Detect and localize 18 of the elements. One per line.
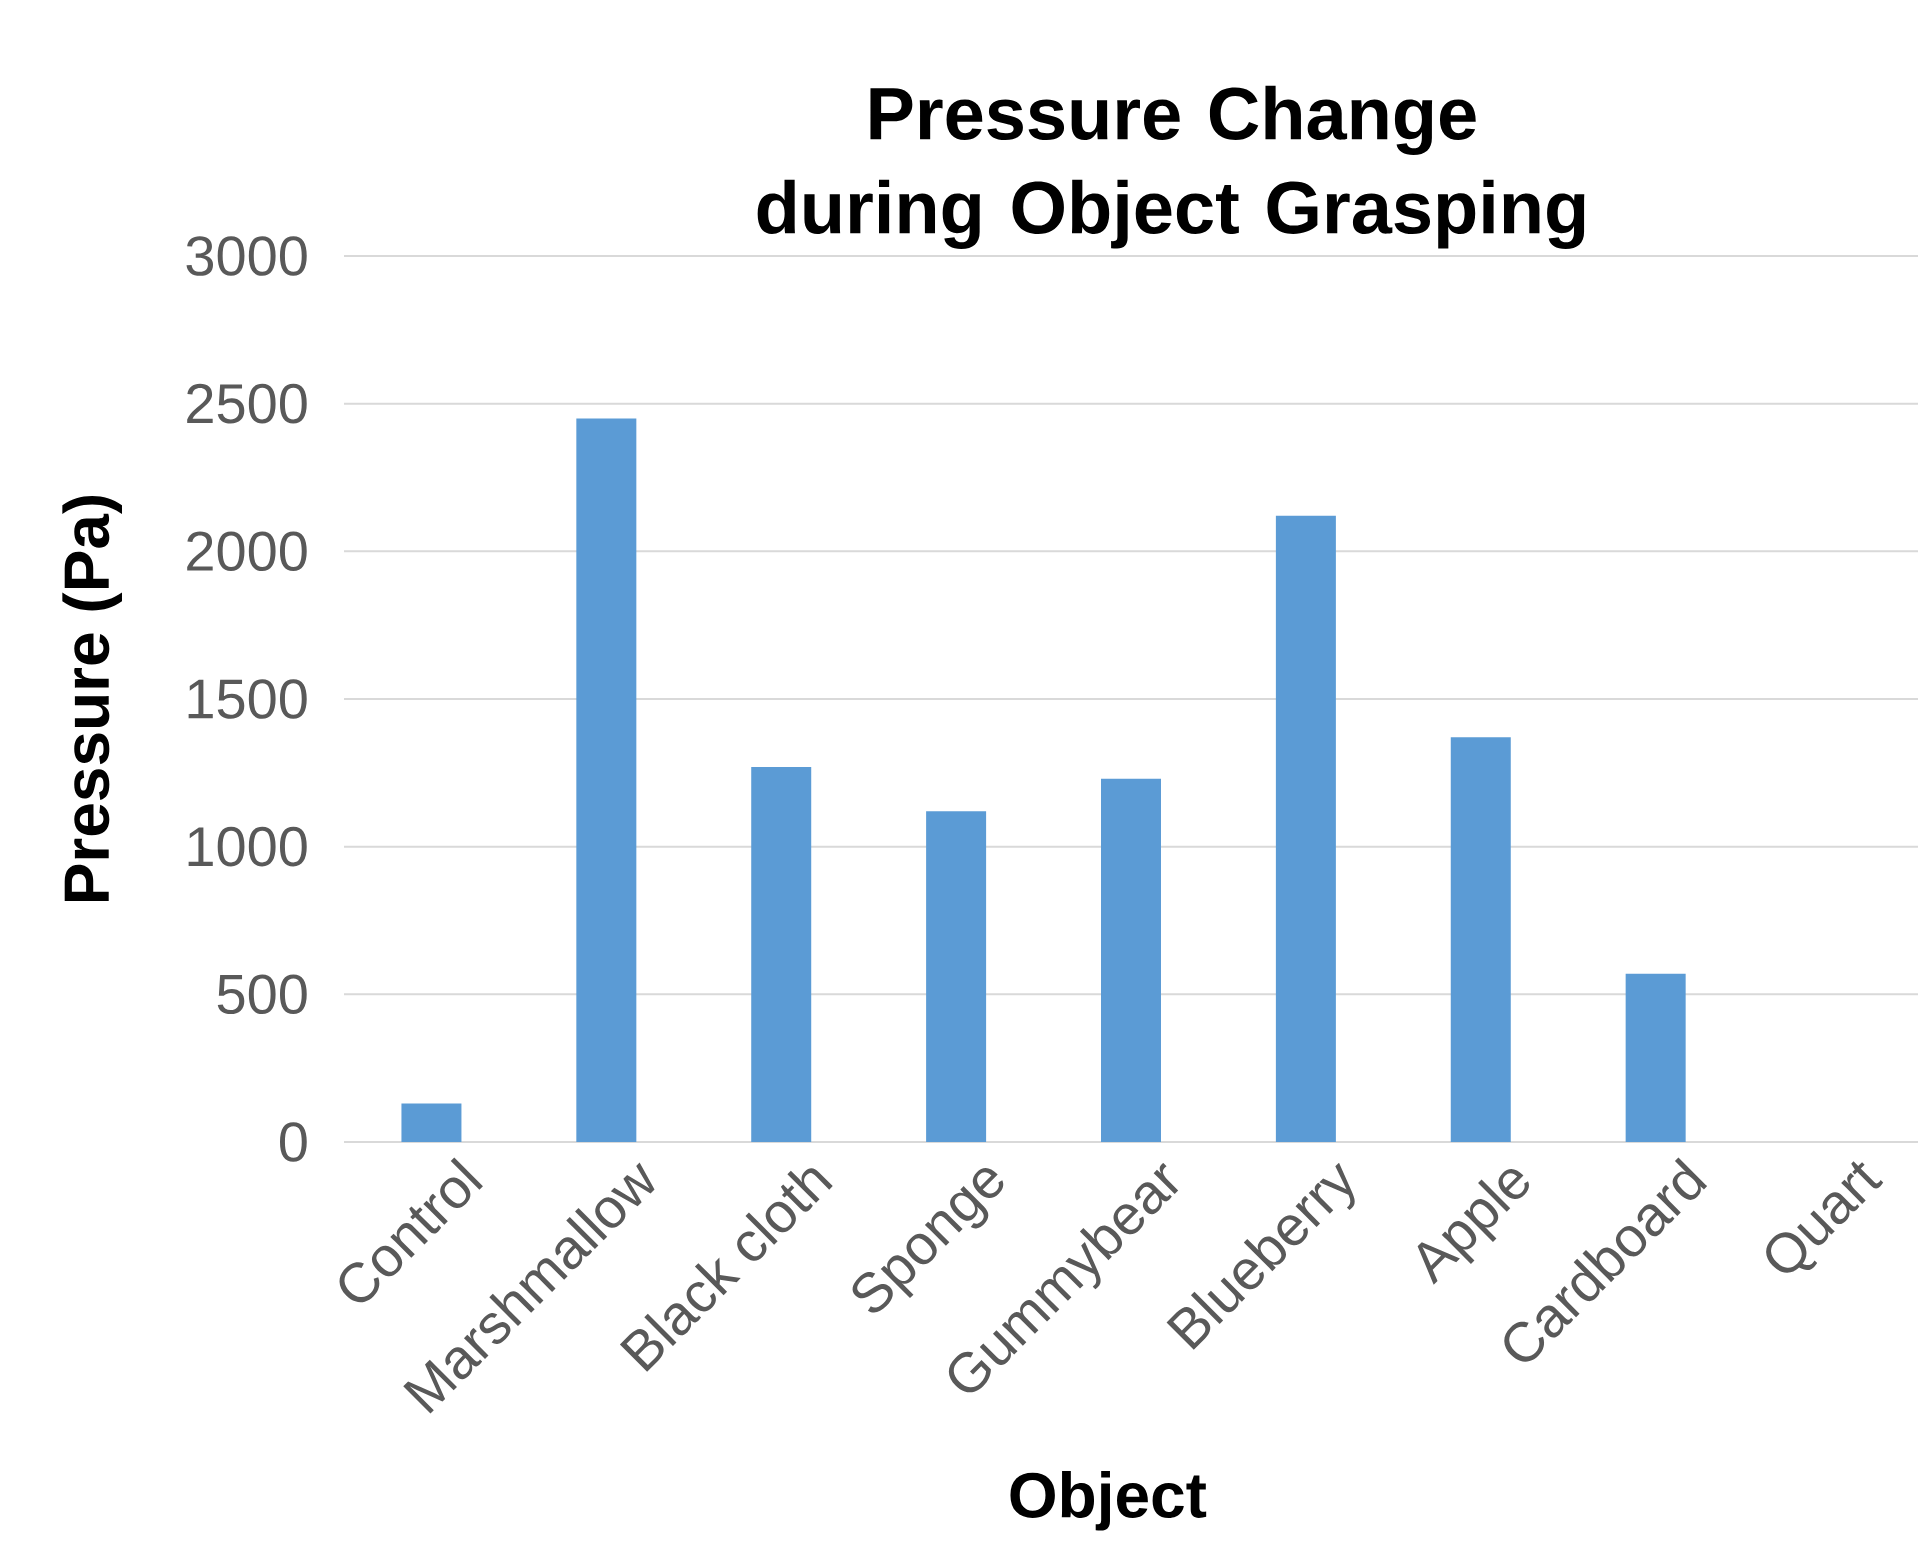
y-tick-label: 1500 [188, 679, 307, 719]
bar [1450, 737, 1511, 1142]
y-tick-label: 2500 [187, 383, 307, 424]
y-tick-label: 0 [279, 1122, 307, 1162]
bar [751, 766, 812, 1142]
chart-title: Pressure Change during Object Grasping [757, 85, 1585, 249]
bar [926, 811, 987, 1142]
y-axis-title: Pressure (Pa) [62, 495, 122, 902]
bar [1625, 973, 1686, 1142]
y-tick-label: 1000 [188, 826, 307, 867]
bar [576, 418, 637, 1142]
bar [1275, 515, 1336, 1142]
y-tick-label: 3000 [186, 236, 307, 276]
y-tick-label: 2000 [187, 531, 307, 572]
bar [1101, 778, 1161, 1142]
y-tick-label: 500 [217, 974, 307, 1015]
x-axis-title: Object [1010, 1471, 1207, 1531]
bar [401, 1103, 462, 1142]
